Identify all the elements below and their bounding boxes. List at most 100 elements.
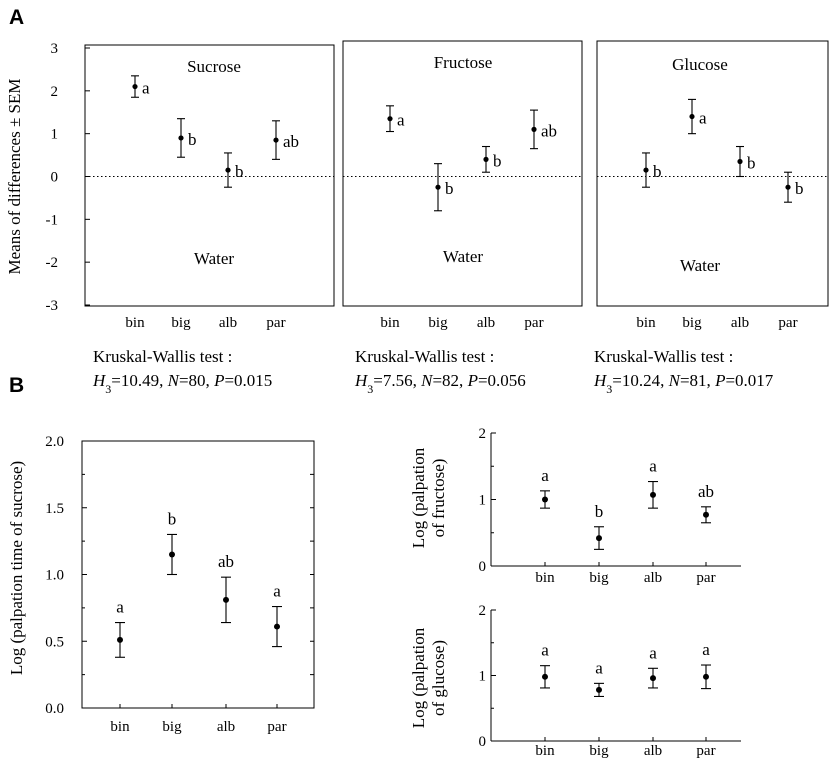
data-point <box>596 535 602 542</box>
significance-label: a <box>541 641 549 660</box>
panel-letter-b: B <box>9 374 24 397</box>
plot-frame <box>596 40 829 307</box>
x-category-label: alb <box>644 570 662 586</box>
y-tick-label: 1 <box>479 669 487 685</box>
data-point <box>483 156 489 162</box>
significance-label: a <box>699 109 707 128</box>
y-tick-label: 0 <box>479 734 487 750</box>
y-axis-title-line2: of fructose) <box>429 459 448 538</box>
significance-label: a <box>595 658 603 677</box>
panel-letter-a: A <box>9 6 24 29</box>
test-H-label: H <box>593 371 608 390</box>
test-N-label: N <box>167 371 181 390</box>
data-point <box>542 673 548 680</box>
test-H-label: H <box>92 371 107 390</box>
test-N-value: =82, <box>432 371 467 390</box>
significance-label: b <box>493 151 502 170</box>
significance-label: a <box>273 582 281 601</box>
test-N-value: =80, <box>179 371 214 390</box>
y-tick-label: -2 <box>46 255 59 271</box>
x-category-label: bin <box>125 315 145 331</box>
chart-b1: 2.0 1.5 1.0 0.5 0.0 a bin b big ab alb a par Log (pal… <box>7 434 315 735</box>
data-point <box>596 686 602 693</box>
plot-frame <box>81 440 315 709</box>
data-point <box>178 135 184 141</box>
chart-title: Sucrose <box>187 57 241 76</box>
y-axis-title-line1: Log (palpation <box>409 627 428 728</box>
x-category-label: big <box>682 315 702 331</box>
x-category-label: par <box>696 570 715 586</box>
significance-label: b <box>168 509 177 528</box>
y-tick-label: 2 <box>479 603 487 619</box>
y-tick-label: 0 <box>51 170 59 186</box>
x-category-label: par <box>778 315 797 331</box>
significance-label: b <box>188 130 197 149</box>
y-axis-title-line2: of glucose) <box>429 640 448 716</box>
x-category-label: alb <box>644 743 662 759</box>
x-category-label: par <box>267 719 286 735</box>
significance-label: a <box>116 598 124 617</box>
significance-label: a <box>397 111 405 130</box>
test-result: H3=10.24, N=81, P=0.017 <box>593 371 774 396</box>
significance-label: b <box>445 179 454 198</box>
data-point <box>274 623 280 630</box>
test-N-label: N <box>668 371 682 390</box>
test-result: H3=7.56, N=82, P=0.056 <box>354 371 526 396</box>
y-tick-label: -3 <box>46 298 59 314</box>
significance-label: b <box>747 154 756 173</box>
chart-b2: 2 1 0 a bin b big a alb ab par Log (palpation of fru… <box>409 426 741 586</box>
data-point <box>643 167 649 173</box>
data-point <box>132 83 138 90</box>
chart-title: Fructose <box>434 53 493 72</box>
test-N-label: N <box>420 371 434 390</box>
test-H-sub: 3 <box>606 382 612 396</box>
data-point <box>387 116 393 122</box>
test-H-value: =7.56, <box>373 371 421 390</box>
x-category-label: bin <box>110 719 130 735</box>
y-tick-label: 1.5 <box>45 501 64 517</box>
x-category-label: alb <box>217 719 235 735</box>
significance-label: ab <box>698 482 714 501</box>
bottom-label: Water <box>680 256 720 275</box>
data-point <box>689 113 695 120</box>
test-result: H3=10.49, N=80, P=0.015 <box>92 371 272 396</box>
x-category-label: bin <box>535 570 555 586</box>
data-point <box>785 184 791 190</box>
x-category-label: bin <box>535 743 555 759</box>
y-tick-label: 2.0 <box>45 434 64 450</box>
test-H-sub: 3 <box>367 382 373 396</box>
y-tick-label: 1 <box>479 493 487 509</box>
y-tick-label: -1 <box>46 212 59 228</box>
x-category-label: big <box>589 743 609 759</box>
chart-a1: 3 2 1 0 -1 -2 -3 a bin b big b alb ab par Sucrose Water M… <box>5 41 335 396</box>
plot-frame <box>84 44 335 307</box>
y-tick-label: 0.5 <box>45 634 64 650</box>
data-point <box>531 126 537 132</box>
test-name: Kruskal-Wallis test : <box>93 347 232 366</box>
test-P-label: P <box>467 371 478 390</box>
test-P-value: =0.015 <box>224 371 272 390</box>
y-axis-title: Log (palpation time of sucrose) <box>7 461 26 675</box>
significance-label: a <box>649 643 657 662</box>
bottom-label: Water <box>443 247 483 266</box>
y-tick-label: 0 <box>479 559 487 575</box>
y-axis-title: Means of differences ± SEM <box>5 79 24 275</box>
x-category-label: big <box>589 570 609 586</box>
data-point <box>117 636 123 643</box>
x-category-label: big <box>162 719 182 735</box>
significance-label: a <box>142 79 150 98</box>
test-N-value: =81, <box>680 371 715 390</box>
significance-label: ab <box>283 132 299 151</box>
data-point <box>223 596 229 603</box>
data-point <box>273 137 279 143</box>
data-point <box>169 551 175 558</box>
chart-b3: 2 1 0 a bin a big a alb a par Log (palpation of gluc… <box>409 603 741 759</box>
data-point <box>703 511 709 518</box>
y-tick-label: 3 <box>51 41 59 57</box>
x-category-label: alb <box>477 315 495 331</box>
data-point <box>650 675 656 682</box>
test-H-value: =10.49, <box>111 371 167 390</box>
significance-label: a <box>702 640 710 659</box>
x-category-label: par <box>266 315 285 331</box>
data-point <box>435 184 441 190</box>
